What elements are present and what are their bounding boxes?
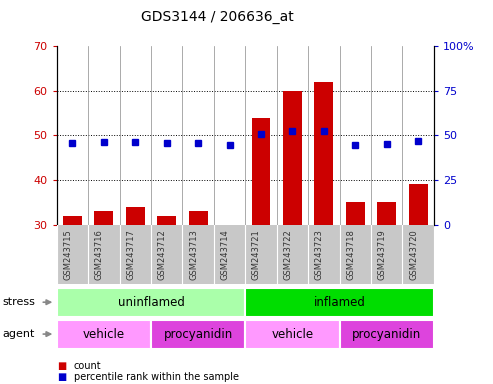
Bar bbox=[346, 202, 365, 225]
Text: vehicle: vehicle bbox=[271, 328, 314, 341]
Bar bbox=[94, 211, 113, 225]
Text: GSM243715: GSM243715 bbox=[64, 229, 72, 280]
Text: count: count bbox=[74, 361, 102, 371]
Bar bbox=[57, 225, 434, 284]
Bar bbox=[377, 202, 396, 225]
Text: GSM243720: GSM243720 bbox=[409, 229, 418, 280]
Bar bbox=[245, 320, 340, 349]
Text: GSM243722: GSM243722 bbox=[283, 229, 292, 280]
Bar bbox=[283, 91, 302, 225]
Text: procyanidin: procyanidin bbox=[164, 328, 233, 341]
Bar bbox=[251, 118, 270, 225]
Text: ■: ■ bbox=[57, 372, 66, 382]
Text: percentile rank within the sample: percentile rank within the sample bbox=[74, 372, 239, 382]
Text: GSM243716: GSM243716 bbox=[95, 229, 104, 280]
Bar bbox=[126, 207, 145, 225]
Bar bbox=[340, 320, 434, 349]
Bar bbox=[315, 82, 333, 225]
Text: vehicle: vehicle bbox=[83, 328, 125, 341]
Text: stress: stress bbox=[2, 297, 35, 307]
Text: procyanidin: procyanidin bbox=[352, 328, 422, 341]
Text: GSM243721: GSM243721 bbox=[252, 229, 261, 280]
Text: GSM243723: GSM243723 bbox=[315, 229, 324, 280]
Text: GSM243712: GSM243712 bbox=[158, 229, 167, 280]
Bar bbox=[409, 184, 427, 225]
Text: GSM243718: GSM243718 bbox=[346, 229, 355, 280]
Text: GSM243713: GSM243713 bbox=[189, 229, 198, 280]
Bar bbox=[189, 211, 208, 225]
Text: GSM243719: GSM243719 bbox=[378, 229, 387, 280]
Bar bbox=[57, 320, 151, 349]
Text: agent: agent bbox=[2, 329, 35, 339]
Text: GSM243717: GSM243717 bbox=[126, 229, 135, 280]
Text: uninflamed: uninflamed bbox=[117, 296, 184, 309]
Bar bbox=[245, 288, 434, 317]
Text: GSM243714: GSM243714 bbox=[220, 229, 230, 280]
Text: GDS3144 / 206636_at: GDS3144 / 206636_at bbox=[141, 10, 293, 23]
Text: ■: ■ bbox=[57, 361, 66, 371]
Bar bbox=[57, 288, 245, 317]
Text: inflamed: inflamed bbox=[314, 296, 365, 309]
Bar bbox=[63, 216, 82, 225]
Bar bbox=[151, 320, 245, 349]
Bar bbox=[157, 216, 176, 225]
